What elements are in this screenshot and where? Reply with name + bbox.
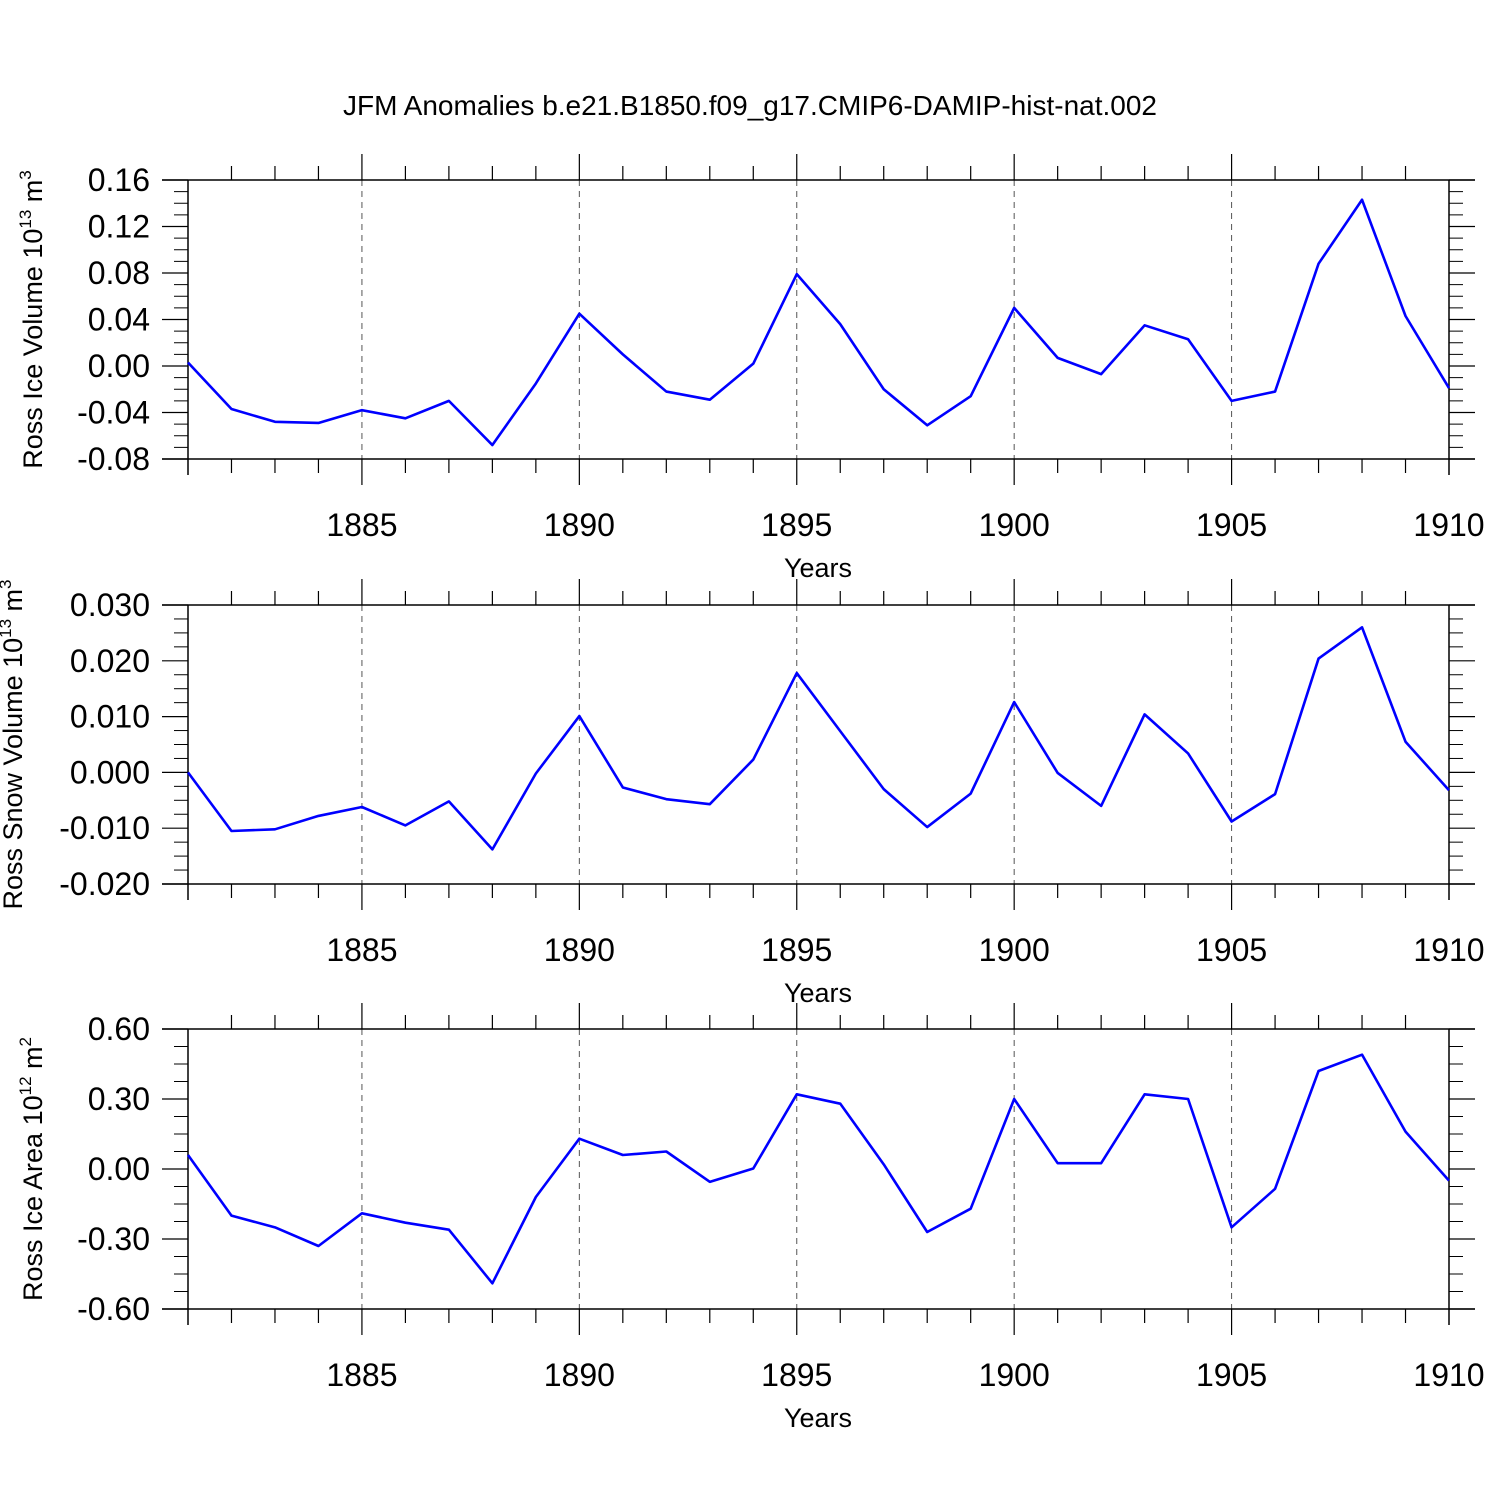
y-tick-label: 0.010: [70, 699, 150, 735]
x-axis-title: Years: [784, 978, 852, 1008]
x-tick-label: 1895: [761, 1357, 832, 1393]
y-tick-label: 0.08: [88, 255, 150, 291]
x-tick-label: 1890: [544, 1357, 615, 1393]
x-tick-label: 1910: [1413, 1357, 1484, 1393]
y-tick-label: 0.000: [70, 754, 150, 790]
y-tick-label: 0.00: [88, 348, 150, 384]
y-tick-label: -0.020: [59, 866, 150, 902]
y-tick-label: 0.030: [70, 587, 150, 623]
chart-title: JFM Anomalies b.e21.B1850.f09_g17.CMIP6-…: [343, 90, 1157, 121]
panels: -0.08 -0.04 0.00 0.04 0.08 0.12 0.16 1885 1890 18…: [0, 154, 1485, 1433]
y-tick-label: 0.00: [88, 1151, 150, 1187]
y-tick-label: 0.12: [88, 209, 150, 245]
x-tick-label: 1885: [326, 1357, 397, 1393]
y-tick-label: -0.04: [77, 395, 150, 431]
x-tick-label: 1905: [1196, 1357, 1267, 1393]
x-tick-label: 1900: [979, 507, 1050, 543]
series-line-1: [186, 626, 1450, 851]
x-tick-label: 1885: [326, 507, 397, 543]
x-tick-label: 1885: [326, 932, 397, 968]
y-tick-label: -0.60: [77, 1291, 150, 1327]
y-tick-label: -0.08: [77, 441, 150, 477]
x-axis-title: Years: [784, 553, 852, 583]
x-axis-title: Years: [784, 1403, 852, 1433]
x-tick-label: 1890: [544, 507, 615, 543]
chart-panel-2: -0.020 -0.010 0.000 0.010 0.020 0.030 1885 1890…: [0, 579, 1485, 1008]
y-tick-label: 0.60: [88, 1011, 150, 1047]
y-axis-title: Ross Snow Volume 1013 m3: [0, 579, 28, 909]
chart-panel-3: -0.60 -0.30 0.00 0.30 0.60 1885 1890 1895 1900 19…: [16, 1003, 1485, 1433]
y-tick-label: -0.010: [59, 810, 150, 846]
y-tick-label: 0.020: [70, 643, 150, 679]
chart-panel-1: -0.08 -0.04 0.00 0.04 0.08 0.12 0.16 1885 1890 18…: [16, 154, 1485, 583]
series-line-1: [187, 198, 1451, 447]
series-line-1: [186, 1053, 1450, 1285]
y-axis-title: Ross Ice Volume 1013 m3: [16, 170, 48, 469]
y-axis-title: Ross Ice Area 1012 m2: [16, 1037, 48, 1301]
x-tick-label: 1910: [1413, 507, 1484, 543]
x-tick-label: 1905: [1196, 507, 1267, 543]
x-tick-label: 1900: [979, 1357, 1050, 1393]
y-tick-label: 0.16: [88, 162, 150, 198]
y-tick-label: -0.30: [77, 1221, 150, 1257]
x-tick-label: 1890: [544, 932, 615, 968]
x-tick-label: 1895: [761, 507, 832, 543]
x-tick-label: 1900: [979, 932, 1050, 968]
x-tick-label: 1905: [1196, 932, 1267, 968]
y-tick-label: 0.30: [88, 1081, 150, 1117]
x-tick-label: 1895: [761, 932, 832, 968]
y-tick-label: 0.04: [88, 302, 150, 338]
x-tick-label: 1910: [1413, 932, 1484, 968]
